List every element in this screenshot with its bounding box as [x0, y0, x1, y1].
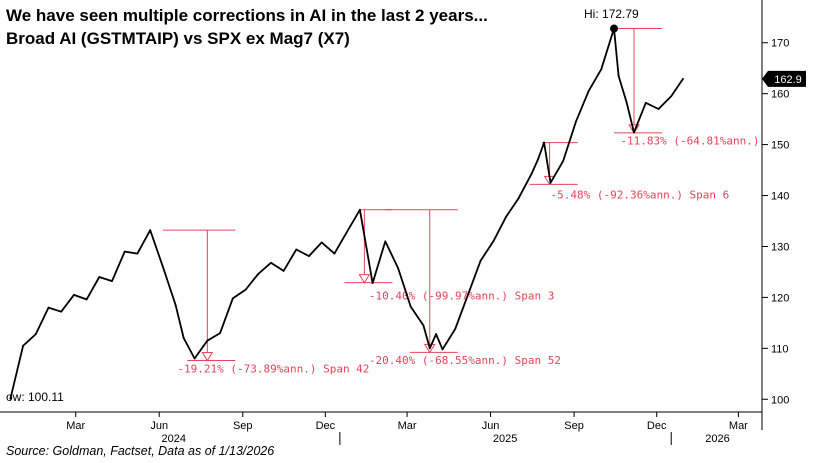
data-point — [644, 101, 647, 104]
data-point — [441, 348, 444, 351]
data-point — [670, 95, 673, 98]
data-point — [206, 339, 209, 342]
data-point — [492, 240, 495, 243]
data-point — [193, 357, 196, 360]
correction-label: -11.83% (-64.81%ann.) — [620, 135, 759, 148]
x-tick-label: Jun — [150, 420, 168, 432]
data-point — [9, 397, 12, 400]
correction-label: -5.48% (-92.36%ann.) Span 6 — [550, 189, 729, 202]
data-point — [98, 276, 101, 278]
data-point — [454, 328, 457, 330]
x-tick-label: Dec — [316, 420, 336, 432]
x-year-label: 2024 — [162, 433, 186, 445]
data-point — [136, 252, 139, 255]
data-point — [549, 181, 552, 184]
data-point — [617, 74, 620, 77]
y-tick-label: 110 — [771, 343, 789, 355]
data-point — [111, 280, 113, 283]
y-tick-label: 140 — [771, 191, 789, 203]
x-tick-label: Mar — [729, 420, 748, 432]
data-point — [371, 282, 374, 285]
last-value-label: 162.9 — [774, 74, 802, 86]
y-tick-label: 160 — [771, 89, 789, 101]
y-tick-label: 100 — [771, 394, 789, 406]
data-point — [536, 158, 539, 161]
data-point — [85, 298, 88, 301]
y-tick-label: 120 — [771, 292, 789, 304]
data-point — [47, 306, 50, 309]
x-year-label: 2025 — [493, 433, 517, 445]
x-tick-label: Jun — [482, 420, 500, 432]
data-point — [22, 344, 24, 347]
x-tick-label: Dec — [647, 420, 667, 432]
last-value-badge — [762, 70, 806, 87]
chart-title: We have seen multiple corrections in AI … — [6, 6, 488, 25]
data-point — [345, 232, 348, 235]
series-layer — [9, 27, 684, 400]
y-tick-label: 130 — [771, 241, 789, 253]
data-point — [333, 252, 336, 255]
data-point — [409, 305, 412, 308]
data-point — [182, 337, 185, 340]
data-point — [575, 120, 577, 123]
correction-arrow — [358, 274, 371, 284]
data-point — [295, 248, 298, 251]
data-point — [428, 347, 431, 350]
data-point — [397, 266, 399, 269]
data-point — [625, 101, 628, 104]
data-point — [34, 333, 37, 335]
x-year-label: 2026 — [705, 433, 729, 445]
annotations: -19.21% (-73.89%ann.) Span 42 -10.40% (-9… — [162, 28, 759, 375]
data-point — [72, 293, 75, 296]
high-label: Hi: 172.79 — [584, 7, 639, 21]
correction-arrow — [201, 352, 214, 362]
data-point — [219, 332, 221, 334]
data-point — [257, 273, 260, 275]
correction-label: -19.21% (-73.89%ann.) Span 42 — [177, 362, 369, 375]
data-point — [282, 270, 285, 272]
data-point — [466, 293, 469, 296]
source-note: Source: Goldman, Factset, Data as of 1/1… — [6, 444, 275, 458]
data-point — [149, 229, 152, 232]
data-point — [384, 240, 387, 243]
high-marker — [610, 24, 619, 33]
low-label: ow: 100.11 — [6, 390, 64, 404]
data-point — [320, 241, 323, 244]
data-point — [543, 141, 546, 144]
data-point — [123, 250, 126, 253]
data-point — [174, 304, 177, 306]
data-point — [562, 160, 565, 162]
series-line — [9, 27, 684, 399]
data-point — [231, 297, 234, 300]
data-point — [422, 324, 425, 327]
data-point — [358, 208, 361, 211]
data-point — [682, 78, 684, 80]
x-tick-label: Sep — [233, 420, 253, 432]
y-tick-label: 170 — [771, 38, 789, 50]
data-point — [657, 108, 660, 110]
data-point — [308, 255, 310, 258]
x-tick-label: Mar — [66, 420, 85, 432]
chart-subtitle: Broad AI (GSTMTAIP) vs SPX ex Mag7 (X7) — [6, 29, 350, 48]
data-point — [517, 197, 520, 199]
data-point — [505, 216, 507, 218]
x-tick-label: Mar — [398, 420, 417, 432]
axes: 100 110 120 130 140 150 160 170 Mar Jun Sep Dec Mar J… — [0, 0, 789, 445]
x-tick-label: Sep — [564, 420, 584, 432]
labels: Hi: 172.79 ow: 100.11 162.9 — [6, 7, 806, 404]
data-point — [633, 131, 635, 134]
correction-label: -20.40% (-68.55%ann.) Span 52 — [369, 354, 561, 367]
correction-label: -10.40% (-99.97%ann.) Span 3 — [369, 289, 554, 302]
data-point — [269, 261, 272, 264]
y-tick-label: 150 — [771, 140, 789, 152]
data-point — [244, 288, 247, 291]
data-point — [587, 90, 590, 93]
data-point — [530, 173, 533, 176]
data-point — [479, 259, 482, 262]
data-point — [435, 333, 438, 335]
data-point — [60, 310, 63, 313]
data-point — [161, 265, 164, 268]
data-point — [600, 68, 603, 71]
